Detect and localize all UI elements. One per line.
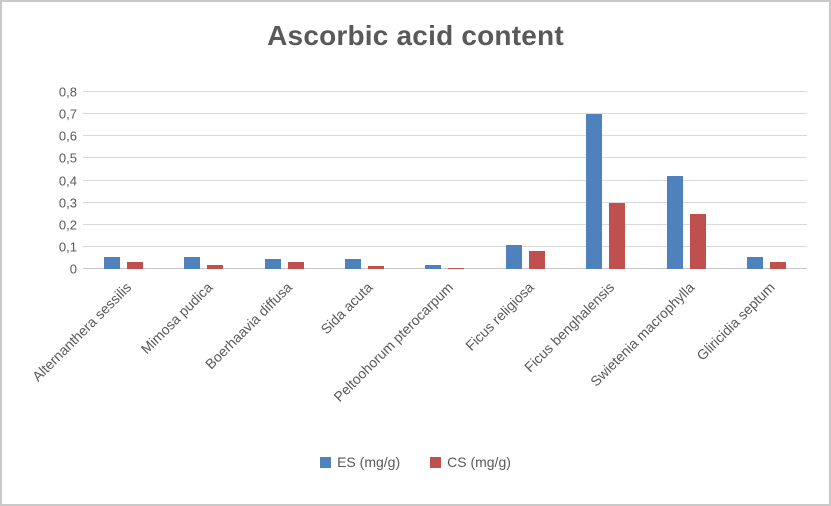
bar-es [264, 259, 281, 269]
legend-swatch-cs-icon [430, 456, 442, 468]
legend-label-es: ES (mg/g) [337, 454, 401, 470]
bar-es [103, 256, 120, 269]
bar-cs [528, 251, 545, 269]
category-column [646, 92, 726, 269]
bar-es [586, 114, 603, 269]
y-tick-label: 0,6 [58, 128, 77, 144]
gridline [83, 245, 807, 247]
category-column [244, 92, 324, 269]
bar-cs [126, 262, 143, 269]
legend: ES (mg/g) CS (mg/g) [2, 454, 829, 470]
bar-cs [689, 213, 706, 269]
bar-cs [207, 264, 224, 269]
gridline [83, 157, 807, 159]
y-tick-label: 0,2 [58, 217, 77, 233]
gridline [83, 113, 807, 115]
gridline [83, 223, 807, 225]
gridline [83, 135, 807, 137]
bar-es [505, 244, 522, 269]
bar-es [345, 259, 362, 269]
legend-item-cs: CS (mg/g) [430, 454, 511, 470]
chart-title: Ascorbic acid content [267, 20, 564, 51]
bar-cs [448, 267, 465, 269]
bar-cs [770, 262, 787, 269]
bar-cs [368, 265, 385, 269]
category-column [83, 92, 163, 269]
x-axis-line [83, 268, 807, 269]
category-column [405, 92, 485, 269]
x-category-label: Ficus religiosa [462, 279, 537, 354]
y-tick-label: 0 [69, 261, 77, 277]
category-column [163, 92, 243, 269]
y-tick-label: 0,1 [58, 239, 77, 255]
bar-cs [287, 262, 304, 269]
bar-es [666, 176, 683, 269]
y-tick-label: 0,8 [58, 84, 77, 100]
x-category-label: Sida acuta [317, 279, 376, 338]
y-tick-label: 0,7 [58, 106, 77, 122]
category-column [727, 92, 807, 269]
category-column [324, 92, 404, 269]
bar-es [425, 264, 442, 269]
gridline [83, 179, 807, 181]
x-category-label: Alternanthera sessilis [29, 279, 135, 385]
y-tick-label: 0,4 [58, 173, 77, 188]
x-category-label: Boerhaavia diffusa [202, 279, 296, 373]
category-column [485, 92, 565, 269]
bar-cs [609, 202, 626, 269]
bar-es [747, 256, 764, 269]
y-tick-label: 0,5 [58, 150, 77, 166]
x-category-label: Mimosa pudica [137, 279, 215, 357]
legend-label-cs: CS (mg/g) [447, 454, 511, 470]
bar-es [184, 256, 201, 269]
legend-swatch-es-icon [320, 456, 332, 468]
legend-item-es: ES (mg/g) [320, 454, 400, 470]
y-tick-label: 0,3 [58, 195, 77, 211]
category-column [566, 92, 646, 269]
y-axis-labels: 0 0,1 0,2 0,3 0,4 0,5 0,6 0,7 0,8 [32, 85, 77, 277]
plot-area: Alternanthera sessilis Mimosa pudica Boerh… [29, 91, 807, 405]
x-category-label: Gliricidia septum [693, 279, 779, 364]
gridline [83, 91, 807, 92]
gridline [83, 201, 807, 203]
bar-columns [83, 92, 807, 269]
